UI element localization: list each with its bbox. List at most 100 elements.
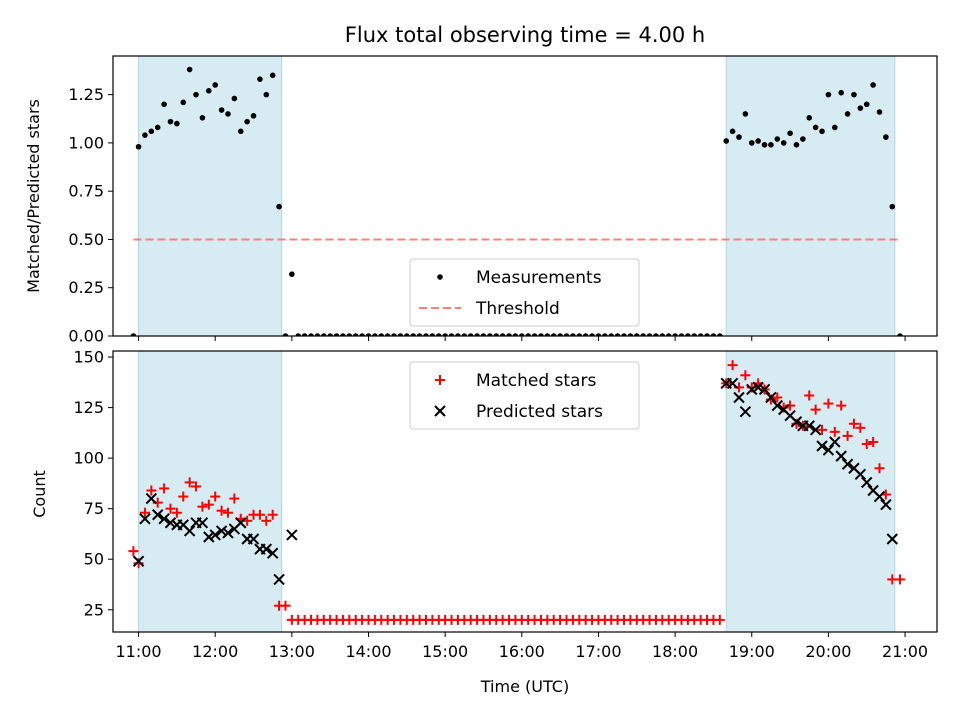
measurement-point — [180, 99, 187, 106]
measurement-point — [819, 128, 825, 135]
measurement-point — [557, 333, 563, 336]
measurement-point — [831, 124, 838, 131]
predicted-star-point — [235, 517, 247, 529]
y-tick-label: 100 — [73, 449, 104, 468]
matched-star-point — [894, 574, 905, 585]
predicted-star-point — [765, 391, 777, 404]
matched-star-point — [128, 546, 139, 557]
predicted-star-point — [266, 547, 279, 559]
measurement-point — [838, 89, 844, 96]
y-tick-label: 75 — [84, 499, 104, 518]
measurement-point — [659, 333, 666, 336]
measurement-point — [697, 333, 704, 336]
x-tick-label: 20:00 — [805, 642, 851, 661]
measurement-point — [314, 333, 321, 336]
matched-star-point — [203, 499, 214, 510]
measurement-point — [130, 333, 137, 336]
matched-star-point — [810, 404, 821, 415]
measurement-point — [897, 333, 903, 336]
predicted-star-point — [829, 436, 841, 448]
matched-star-point — [254, 509, 265, 520]
measurement-point — [269, 72, 276, 79]
measurement-point — [199, 114, 206, 121]
measurement-point — [410, 333, 417, 336]
measurement-point — [487, 333, 493, 336]
predicted-star-point — [196, 517, 209, 529]
measurement-point — [250, 113, 257, 119]
predicted-star-point — [816, 440, 828, 452]
measurement-point — [154, 124, 161, 131]
measurement-point — [455, 333, 461, 336]
measurement-point — [729, 128, 736, 135]
measurement-point — [672, 333, 678, 336]
measurement-point — [876, 109, 883, 115]
measurement-point — [135, 143, 142, 150]
measurement-point — [416, 333, 423, 336]
measurement-point — [212, 82, 219, 88]
x-tick-label: 15:00 — [422, 642, 468, 661]
predicted-star-point — [183, 525, 196, 537]
chart-title: Flux total observing time = 4.00 h — [345, 23, 705, 47]
measurement-point — [461, 333, 468, 336]
measurement-point — [780, 140, 787, 146]
measurement-point — [512, 333, 519, 336]
measurement-point — [774, 136, 781, 142]
predicted-star-point — [733, 391, 745, 404]
measurement-point — [844, 111, 851, 117]
measurement-point — [755, 138, 761, 144]
measurement-point — [186, 66, 193, 73]
top-y-axis-label: Matched/Predicted stars — [24, 99, 43, 293]
measurement-point — [570, 333, 576, 336]
matched-star-point — [714, 614, 725, 625]
measurement-point — [653, 333, 659, 336]
matched-star-point — [165, 503, 176, 514]
y-tick-label: 0.75 — [68, 182, 104, 201]
legend-item: Matched stars — [435, 371, 596, 391]
legend-label: Predicted stars — [476, 402, 603, 422]
measurement-point — [237, 128, 244, 135]
matched-star-point — [836, 400, 847, 411]
x-tick-label: 18:00 — [652, 642, 698, 661]
measurement-point — [748, 140, 755, 146]
measurement-point — [263, 91, 270, 98]
predicted-star-point — [771, 399, 784, 412]
measurement-point — [870, 82, 876, 88]
matched-star-point — [159, 483, 170, 494]
observing-window-shade — [725, 55, 896, 337]
matched-star-point — [229, 493, 240, 504]
predicted-star-point — [273, 573, 285, 586]
measurement-point — [582, 333, 589, 336]
matched-star-point — [197, 501, 208, 512]
measurement-point — [825, 91, 832, 98]
measurement-point — [665, 333, 672, 336]
measurement-point — [384, 333, 391, 336]
measurement-point — [295, 333, 302, 336]
measurement-point — [397, 333, 404, 336]
measurement-point — [442, 333, 448, 336]
predicted-star-point — [746, 383, 758, 396]
legend-item: Threshold — [419, 299, 560, 319]
predicted-star-point — [260, 543, 273, 555]
measurement-point — [506, 333, 512, 336]
measurement-point — [863, 101, 870, 108]
measurement-point — [857, 105, 864, 111]
measurement-point — [359, 333, 365, 336]
measurement-point — [589, 333, 595, 336]
measurement-point — [563, 333, 570, 336]
measurement-point — [193, 91, 199, 98]
measurement-point — [167, 118, 174, 125]
measurement-point — [691, 333, 698, 336]
matched-star-point — [823, 398, 834, 409]
predicted-star-point — [158, 513, 170, 525]
x-axis-label: Time (UTC) — [480, 677, 569, 696]
predicted-star-point — [790, 416, 803, 428]
bottom-y-axis-label: Count — [30, 470, 49, 518]
predicted-star-point — [286, 529, 298, 541]
predicted-star-point — [164, 517, 177, 529]
measurement-point — [531, 333, 538, 336]
measurement-point — [800, 136, 806, 142]
x-tick-label: 13:00 — [269, 642, 315, 661]
measurement-point — [391, 333, 397, 336]
y-tick-label: 0.00 — [68, 327, 104, 346]
